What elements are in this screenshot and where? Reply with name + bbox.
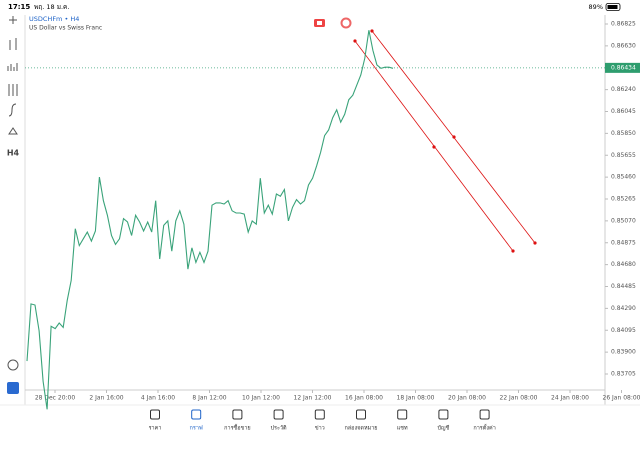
y-tick-label: 0.85655 bbox=[611, 152, 636, 159]
timeframe-button[interactable]: H4 bbox=[7, 149, 20, 158]
anchor-point bbox=[432, 145, 435, 148]
status-battery: 89% bbox=[589, 3, 603, 11]
y-tick-label: 0.86240 bbox=[611, 86, 636, 93]
x-tick-label: 2 Jan 16:00 bbox=[89, 395, 123, 402]
status-date: พฤ. 18 ม.ค. bbox=[34, 3, 69, 11]
symbol: USDCHFm • H4 bbox=[29, 15, 79, 23]
y-tick-label: 0.86825 bbox=[611, 21, 636, 28]
anchor-point bbox=[511, 249, 514, 252]
y-tick-label: 0.83900 bbox=[611, 349, 636, 356]
y-tick-label: 0.84875 bbox=[611, 239, 636, 246]
anchor-point bbox=[452, 135, 455, 138]
y-tick-label: 0.84680 bbox=[611, 261, 636, 268]
tab-label[interactable]: บัญชี bbox=[437, 425, 449, 432]
x-tick-label: 22 Jan 08:00 bbox=[500, 395, 538, 402]
anchor-point bbox=[533, 241, 536, 244]
y-tick-label: 0.86630 bbox=[611, 42, 636, 49]
y-tick-label: 0.85460 bbox=[611, 174, 636, 181]
y-tick-label: 0.84290 bbox=[611, 305, 636, 312]
x-tick-label: 12 Jan 12:00 bbox=[294, 395, 332, 402]
status-time: 17:15 bbox=[8, 3, 30, 11]
battery-level bbox=[608, 5, 618, 9]
y-tick-label: 0.86045 bbox=[611, 108, 636, 115]
anchor-point bbox=[353, 39, 356, 42]
y-tick-label: 0.84485 bbox=[611, 283, 636, 290]
x-tick-label: 16 Jan 08:00 bbox=[345, 395, 383, 402]
tab-label[interactable]: แชท bbox=[397, 425, 408, 432]
x-tick-label: 20 Jan 08:00 bbox=[448, 395, 486, 402]
tab-label[interactable]: กล่องจดหมาย bbox=[344, 426, 377, 432]
tab-label[interactable]: ประวัติ bbox=[271, 425, 287, 432]
x-tick-label: 8 Jan 12:00 bbox=[192, 395, 226, 402]
tab-label[interactable]: กราฟ bbox=[190, 425, 203, 432]
tab-label[interactable]: การซื้อขาย bbox=[224, 424, 250, 432]
symbol-description: US Dollar vs Swiss Franc bbox=[29, 25, 102, 32]
tab-label[interactable]: ข่าว bbox=[315, 426, 325, 432]
current-price-label: 0.86434 bbox=[611, 64, 636, 71]
x-tick-label: 24 Jan 08:00 bbox=[551, 395, 589, 402]
app-icon[interactable] bbox=[7, 382, 19, 394]
x-tick-label: 4 Jan 16:00 bbox=[141, 395, 175, 402]
y-tick-label: 0.84095 bbox=[611, 327, 636, 334]
x-tick-label: 26 Jan 08:00 bbox=[603, 395, 640, 402]
x-tick-label: 28 Dec 20:00 bbox=[35, 395, 76, 402]
anchor-point bbox=[370, 29, 373, 32]
y-tick-label: 0.85070 bbox=[611, 217, 636, 224]
tab-label[interactable]: การตั้งค่า bbox=[473, 424, 495, 432]
y-tick-label: 0.85850 bbox=[611, 130, 636, 137]
x-tick-label: 18 Jan 08:00 bbox=[397, 395, 435, 402]
y-tick-label: 0.83705 bbox=[611, 371, 636, 378]
y-tick-label: 0.85265 bbox=[611, 196, 636, 203]
x-tick-label: 10 Jan 12:00 bbox=[242, 395, 280, 402]
tab-label[interactable]: ราคา bbox=[149, 426, 162, 432]
flag-icon-inner bbox=[317, 21, 322, 25]
